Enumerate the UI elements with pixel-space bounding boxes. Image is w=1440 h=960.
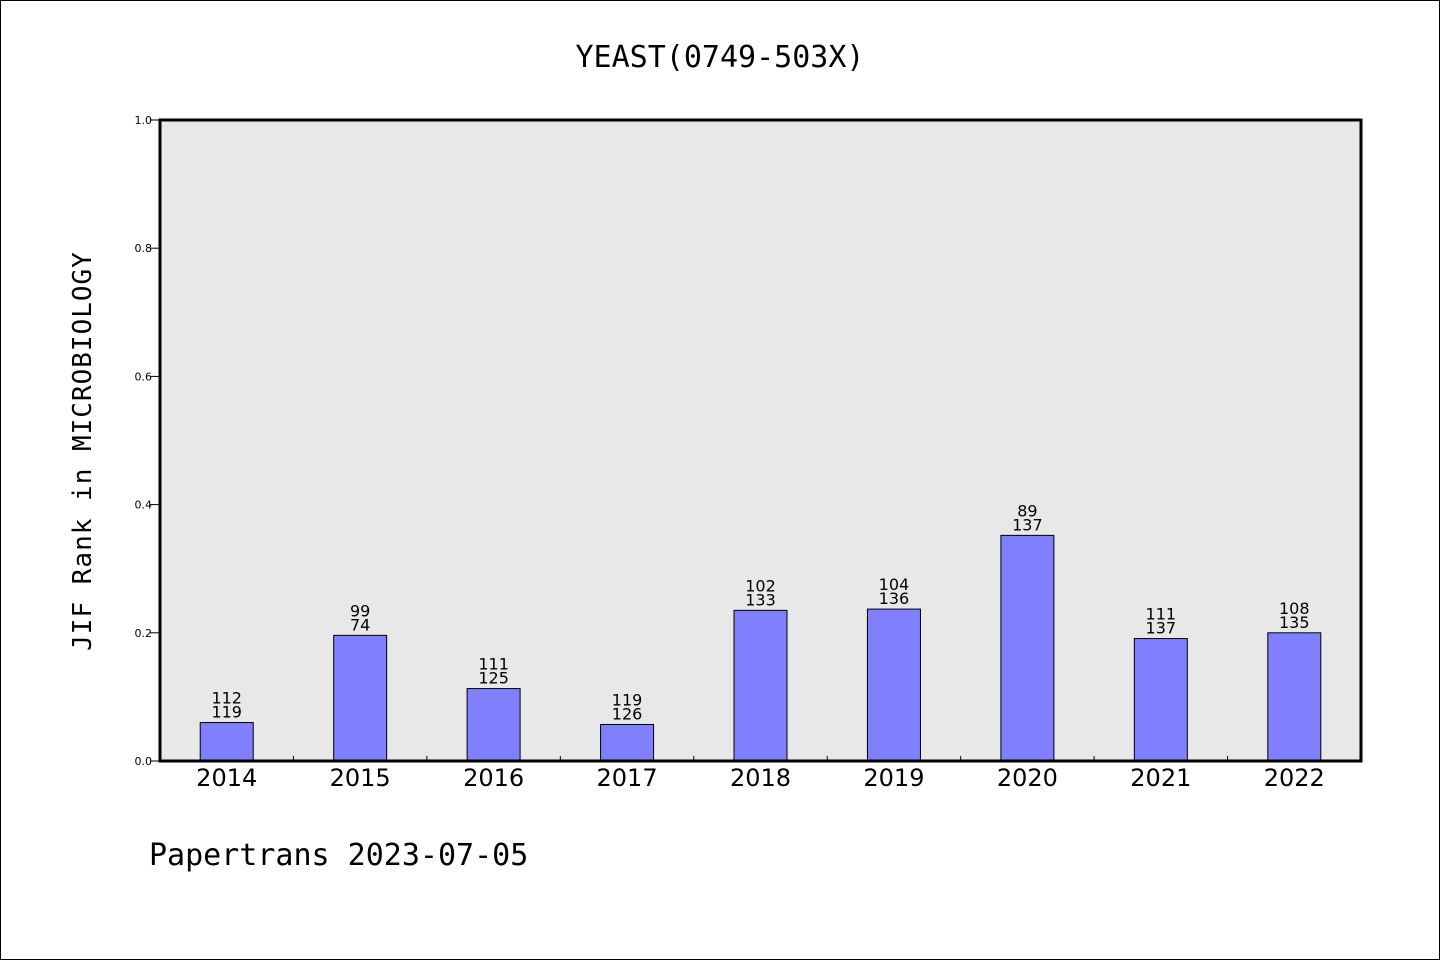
data-label-top: 111 bbox=[1146, 605, 1177, 624]
x-tick-label: 2016 bbox=[463, 764, 524, 792]
plot-border bbox=[158, 118, 1363, 763]
bar-2022 bbox=[1267, 632, 1322, 762]
data-label-top: 108 bbox=[1279, 599, 1310, 618]
bar-2015 bbox=[333, 634, 388, 762]
y-tick-label: 0.4 bbox=[135, 499, 153, 512]
y-tick-label: 0.2 bbox=[135, 627, 153, 640]
y-tick-label: 1.0 bbox=[135, 114, 153, 127]
bar-2014 bbox=[199, 722, 254, 762]
bar-2016 bbox=[466, 688, 521, 762]
y-tick-label: 0.6 bbox=[135, 370, 153, 383]
bars-group bbox=[199, 534, 1322, 762]
chart-title: YEAST(0749-503X) bbox=[576, 40, 865, 75]
bar-2017 bbox=[600, 723, 655, 762]
bar-2020 bbox=[1000, 534, 1055, 762]
data-label-top: 89 bbox=[1017, 501, 1037, 520]
data-label-bottom: 135 bbox=[1279, 613, 1310, 632]
x-tick-label: 2021 bbox=[1130, 764, 1191, 792]
bar-2021 bbox=[1133, 638, 1188, 762]
x-tick-label: 2019 bbox=[863, 764, 924, 792]
bar-2019 bbox=[866, 608, 921, 762]
footer-text: Papertrans 2023-07-05 bbox=[149, 838, 528, 873]
data-label-top: 102 bbox=[745, 576, 776, 595]
y-tick-label: 0.8 bbox=[135, 242, 153, 255]
data-label-bottom: 126 bbox=[612, 704, 643, 723]
data-label-top: 112 bbox=[211, 689, 242, 708]
data-label-top: 119 bbox=[612, 690, 643, 709]
data-label-top: 99 bbox=[350, 601, 370, 620]
y-tick-label: 0.0 bbox=[135, 755, 153, 768]
data-label-top: 111 bbox=[478, 655, 509, 674]
data-label-bottom: 74 bbox=[350, 615, 370, 634]
x-tick-label: 2017 bbox=[597, 764, 658, 792]
data-label-bottom: 125 bbox=[478, 669, 509, 688]
data-label-bottom: 136 bbox=[879, 589, 910, 608]
x-axis-ticks: 2014 2015 2016 2017 2018 2019 2020 2021 2022 bbox=[196, 756, 1325, 792]
x-tick-label: 2015 bbox=[330, 764, 391, 792]
x-tick-label: 2018 bbox=[730, 764, 791, 792]
x-tick-label: 2022 bbox=[1264, 764, 1325, 792]
y-axis-ticks: 0.0 0.2 0.4 0.6 0.8 1.0 bbox=[135, 114, 160, 768]
data-label-bottom: 137 bbox=[1012, 515, 1043, 534]
y-axis-label: JIF Rank in MICROBIOLOGY bbox=[68, 251, 98, 651]
data-label-top: 104 bbox=[879, 575, 910, 594]
data-labels-group: 1121199974111125119126102133104136891371… bbox=[211, 501, 1309, 723]
x-tick-label: 2020 bbox=[997, 764, 1058, 792]
x-tick-label: 2014 bbox=[196, 764, 257, 792]
bar-2018 bbox=[733, 609, 788, 762]
data-label-bottom: 137 bbox=[1146, 619, 1177, 638]
data-label-bottom: 133 bbox=[745, 590, 776, 609]
data-label-bottom: 119 bbox=[211, 703, 242, 722]
